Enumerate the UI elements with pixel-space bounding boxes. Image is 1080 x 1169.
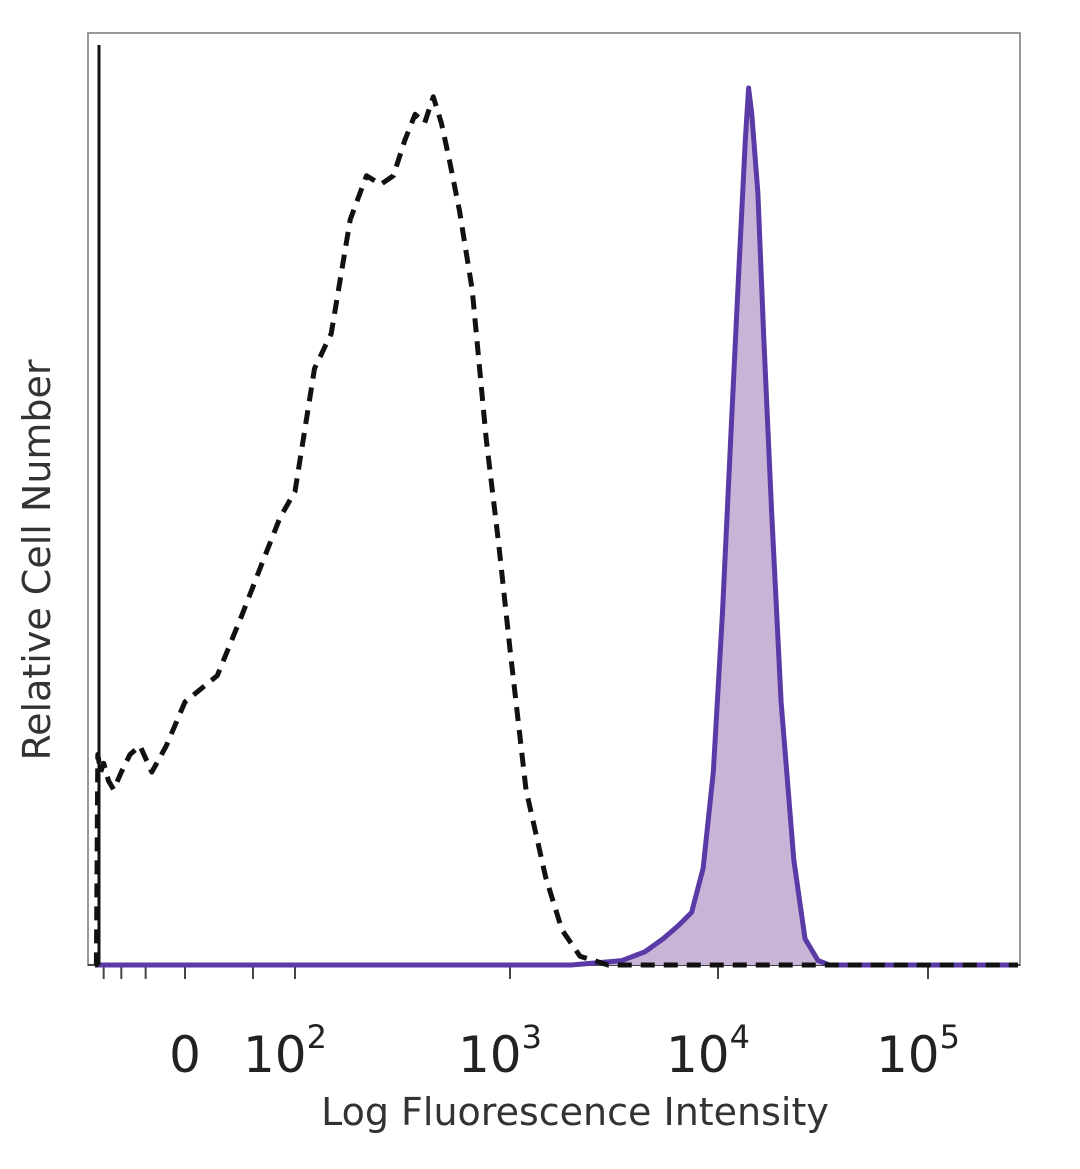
x-tick-label-base: 10 bbox=[666, 1026, 730, 1084]
x-tick-label-base: 10 bbox=[243, 1026, 307, 1084]
series-layer bbox=[93, 45, 1018, 968]
x-tick-label: 104 bbox=[666, 1018, 750, 1084]
plot-frame bbox=[87, 32, 1021, 966]
y-axis-title: Relative Cell Number bbox=[15, 359, 59, 760]
x-tick-label-base: 10 bbox=[458, 1026, 522, 1084]
x-tick-label-exponent: 3 bbox=[522, 1018, 542, 1056]
x-tick-label: 0 bbox=[169, 1026, 201, 1084]
x-tick-label: 105 bbox=[876, 1018, 960, 1084]
x-tick-label: 103 bbox=[458, 1018, 542, 1084]
x-tick-label-exponent: 5 bbox=[940, 1018, 960, 1056]
x-axis-title: Log Fluorescence Intensity bbox=[321, 1090, 829, 1134]
control-population-line bbox=[93, 94, 1018, 968]
x-tick-label: 102 bbox=[243, 1018, 327, 1084]
stained-population-line bbox=[95, 85, 1018, 968]
x-tick-label-base: 10 bbox=[876, 1026, 940, 1084]
x-tick-label-exponent: 4 bbox=[730, 1018, 750, 1056]
x-tick-labels: 0 102 103 104 105 bbox=[169, 1018, 960, 1084]
x-tick-label-exponent: 2 bbox=[307, 1018, 327, 1056]
x-tick-label-base: 0 bbox=[169, 1026, 201, 1084]
